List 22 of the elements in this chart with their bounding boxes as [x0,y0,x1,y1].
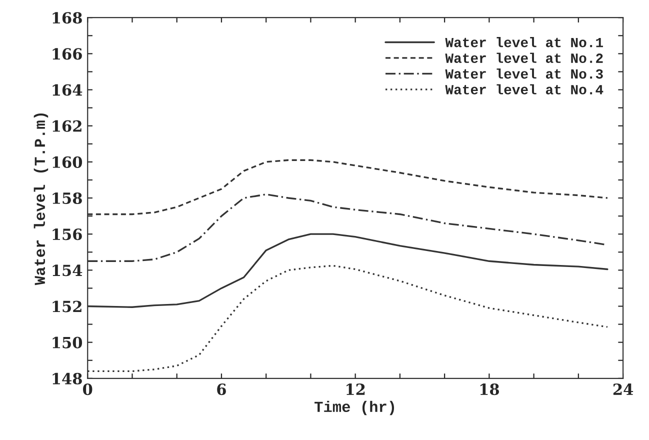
y-tick-label: 150 [52,336,82,348]
y-tick-label: 152 [52,300,82,312]
x-tick-label: 6 [217,384,226,396]
legend-label: Water level at No.1 [445,37,603,48]
y-axis-title: Water level (T.P.m) [34,113,48,286]
y-tick-label: 158 [52,192,82,204]
y-tick-label: 164 [52,84,82,96]
y-tick-label: 162 [52,120,82,132]
y-tick-label: 160 [52,156,82,168]
x-tick-label: 18 [480,384,499,396]
y-tick-label: 168 [52,12,82,24]
x-tick-label: 0 [83,384,92,396]
x-axis-title: Time (hr) [314,400,394,416]
y-tick-label: 156 [52,228,82,240]
y-tick-label: 148 [52,372,82,384]
legend-label: Water level at No.4 [445,84,604,94]
legend-label: Water level at No.3 [445,68,603,79]
x-tick-label: 12 [346,384,365,395]
y-tick-label: 154 [52,264,82,276]
y-tick-label: 166 [52,48,82,60]
x-tick-label: 24 [613,384,634,395]
legend-label: Water level at No.2 [445,52,603,63]
